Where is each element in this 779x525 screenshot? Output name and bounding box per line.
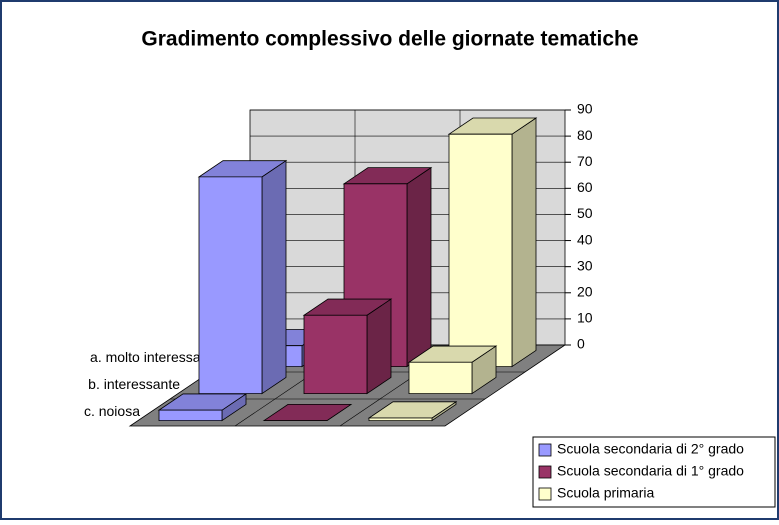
legend-label: Scuola secondaria di 2° grado (557, 441, 744, 457)
bar-side (261, 159, 287, 395)
bar-front (158, 409, 223, 422)
bar (262, 403, 353, 422)
y-tick-label: 80 (577, 127, 593, 143)
bar-front (448, 133, 513, 368)
legend-swatch (538, 443, 552, 457)
bar (367, 401, 458, 422)
bar (157, 393, 248, 422)
y-tick-label: 40 (577, 231, 593, 247)
bar (447, 117, 538, 368)
y-tick-label: 10 (577, 310, 593, 326)
bar-front (368, 417, 433, 422)
legend-box (532, 436, 776, 508)
plot-area: 0 10 20 30 40 50 60 70 80 90 a. molto interessante… (84, 101, 593, 427)
bar-front (303, 314, 368, 395)
chart-title: Gradimento complessivo delle giornate te… (141, 28, 638, 51)
bar (407, 345, 498, 395)
bar-side (406, 166, 432, 368)
y-tick-label: 50 (577, 205, 593, 221)
category-label: b. interessante (88, 376, 180, 392)
legend-label: Scuola secondaria di 1° grado (557, 463, 744, 479)
y-tick-label: 90 (577, 101, 593, 117)
legend: Scuola secondaria di 2° grado Scuola seco… (532, 436, 776, 508)
legend-swatch (538, 487, 552, 501)
y-tick-label: 60 (577, 179, 593, 195)
bar-front (408, 361, 473, 395)
y-tick-label: 0 (577, 336, 585, 352)
legend-swatch (538, 465, 552, 479)
bar (302, 298, 393, 395)
y-tick-label: 30 (577, 257, 593, 273)
y-tick-label: 70 (577, 153, 593, 169)
legend-label: Scuola primaria (557, 485, 654, 501)
category-label: c. noiosa (84, 403, 140, 419)
bar-front (198, 176, 263, 395)
bar-side (511, 117, 537, 368)
y-tick-label: 20 (577, 283, 593, 299)
category-label: a. molto interessante (90, 349, 220, 365)
bar (197, 159, 288, 395)
